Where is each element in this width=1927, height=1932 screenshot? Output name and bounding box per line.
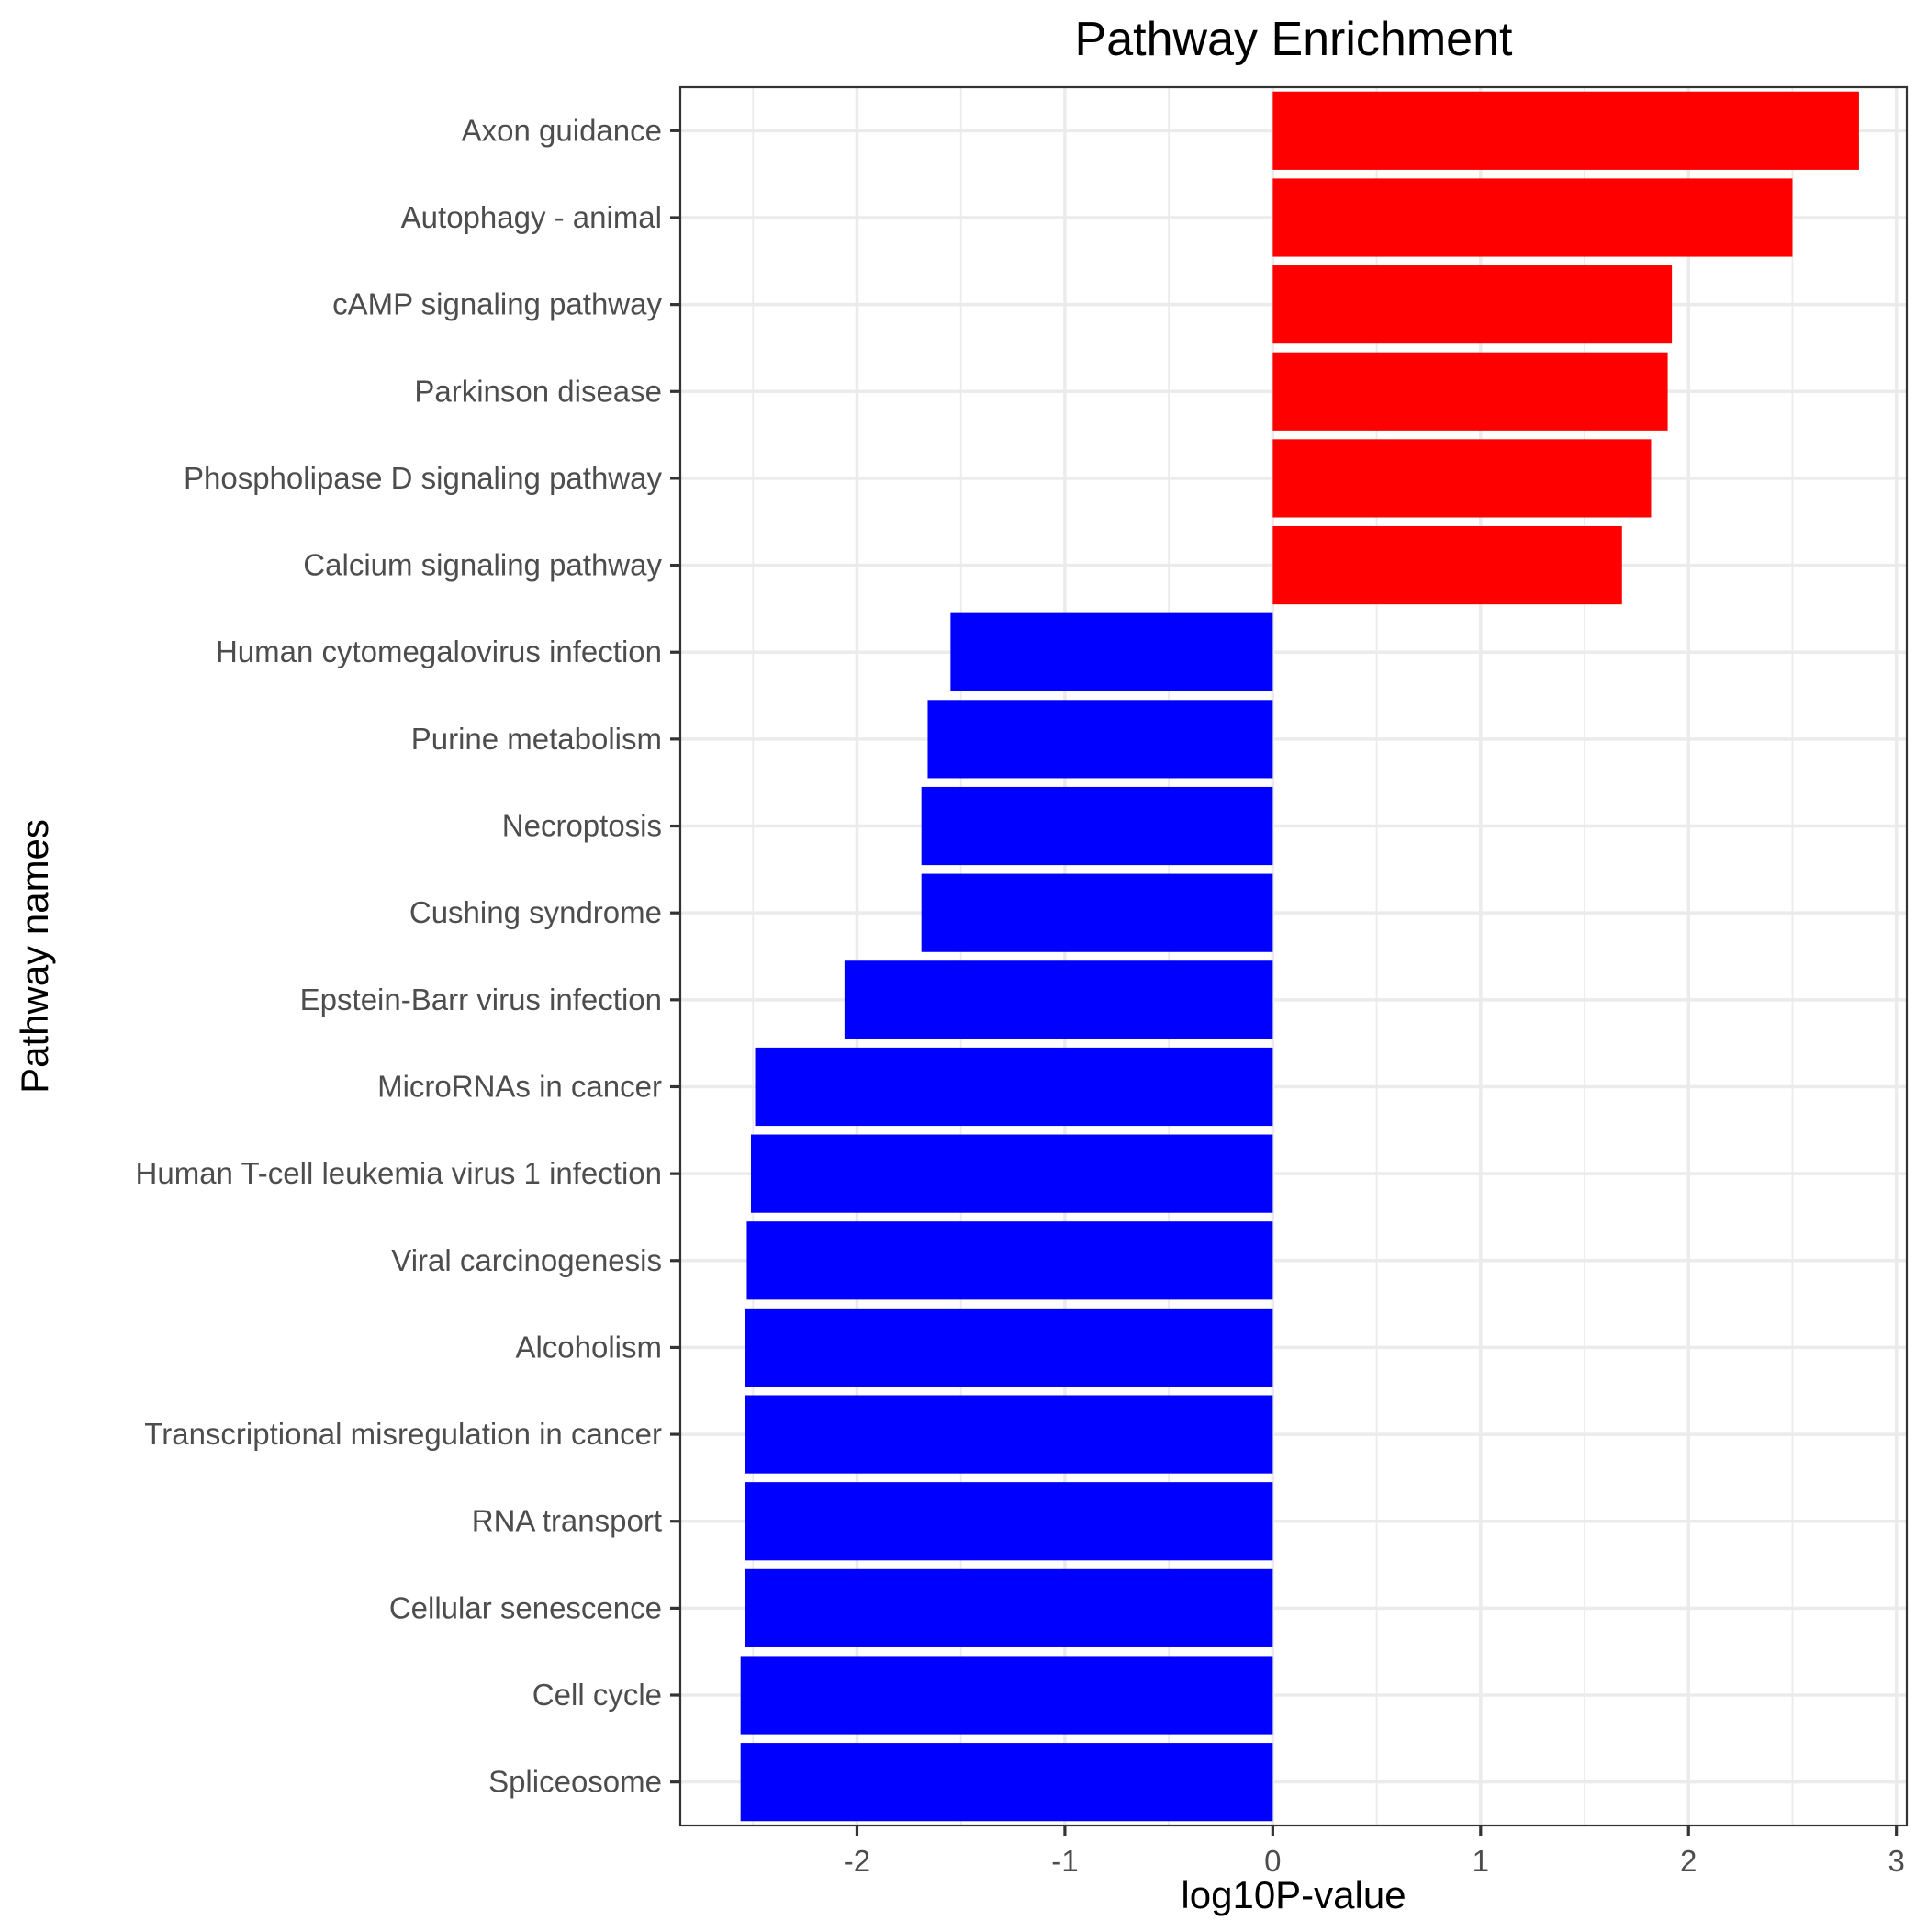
bar-cushing-syndrome [921, 873, 1273, 952]
bar-calcium-signaling-pathway [1272, 525, 1622, 605]
y-tick-label: MicroRNAs in cancer [377, 1069, 662, 1103]
x-tick-label: 1 [1473, 1844, 1489, 1878]
y-tick-label: Viral carcinogenesis [391, 1243, 662, 1277]
bar-rna-transport [745, 1482, 1273, 1561]
x-tick-label: 2 [1680, 1844, 1697, 1878]
y-axis: Axon guidance Autophagy - animal cAMP sign… [136, 113, 680, 1799]
x-axis-title: log10P-value [1181, 1873, 1406, 1916]
x-tick-label: -1 [1051, 1844, 1078, 1878]
bar-purine-metabolism [927, 700, 1273, 779]
y-tick-label: cAMP signaling pathway [332, 287, 662, 321]
y-tick-label: Parkinson disease [414, 374, 662, 408]
y-tick-label: Axon guidance [462, 113, 662, 147]
bar-human-cytomegalovirus-infection [950, 612, 1273, 691]
chart-title: Pathway Enrichment [1075, 13, 1513, 66]
y-tick-label: Human cytomegalovirus infection [216, 635, 662, 668]
y-tick-label: Alcoholism [515, 1330, 662, 1364]
bar-autophagy-animal [1272, 178, 1793, 257]
bar-spliceosome [740, 1743, 1273, 1822]
bar-epstein-barr-virus-infection [844, 960, 1273, 1039]
x-tick-label: 3 [1888, 1844, 1904, 1878]
y-tick-label: Transcriptional misregulation in cancer [144, 1417, 662, 1451]
y-tick-label: Phospholipase D signaling pathway [184, 461, 663, 495]
bar-transcriptional-misregulation-in-cancer [745, 1395, 1273, 1474]
y-axis-title: Pathway names [13, 819, 56, 1094]
x-tick-label: -2 [844, 1844, 870, 1878]
y-tick-label: Necroptosis [502, 809, 662, 843]
y-tick-label: Autophagy - animal [401, 200, 662, 234]
bars [740, 91, 1859, 1822]
y-tick-label: Calcium signaling pathway [303, 548, 662, 582]
bar-alcoholism [745, 1308, 1273, 1387]
bar-viral-carcinogenesis [746, 1221, 1273, 1300]
x-tick-label: 0 [1264, 1844, 1281, 1878]
bar-cellular-senescence [745, 1568, 1273, 1647]
bar-parkinson-disease [1272, 352, 1668, 431]
bar-phospholipase-d-signaling-pathway [1272, 439, 1652, 518]
bar-micrornas-in-cancer [755, 1047, 1273, 1127]
y-tick-label: Human T-cell leukemia virus 1 infection [136, 1156, 662, 1190]
panel-border [678, 85, 1909, 1827]
y-tick-label: Epstein-Barr virus infection [300, 983, 662, 1017]
y-tick-label: Spliceosome [488, 1765, 662, 1799]
bar-camp-signaling-pathway [1272, 265, 1673, 344]
bar-axon-guidance [1272, 91, 1859, 170]
y-tick-label: Cellular senescence [389, 1590, 662, 1624]
bar-necroptosis [921, 786, 1273, 866]
x-axis: -2 -1 0 1 2 3 [844, 1825, 1905, 1878]
y-tick-label: Cell cycle [532, 1678, 662, 1712]
y-tick-label: Purine metabolism [411, 722, 662, 756]
bar-cell-cycle [740, 1656, 1273, 1735]
y-tick-label: Cushing syndrome [409, 895, 662, 929]
bar-human-t-cell-leukemia-virus-1-infection [750, 1134, 1273, 1213]
y-tick-label: RNA transport [472, 1504, 662, 1538]
